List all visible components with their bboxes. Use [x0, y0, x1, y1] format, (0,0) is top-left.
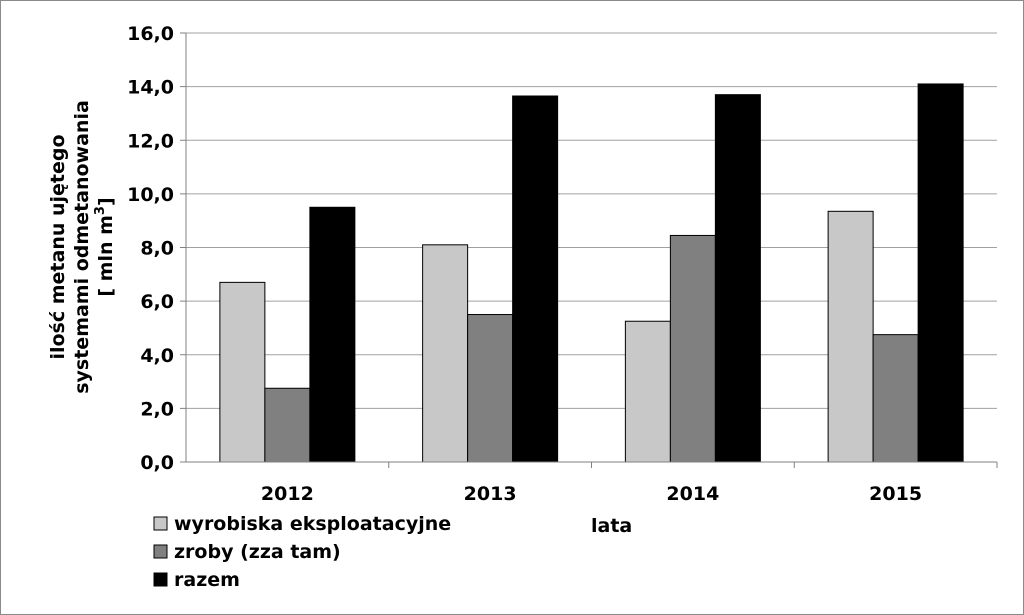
bar — [512, 95, 559, 463]
bar — [917, 83, 964, 463]
bar — [827, 210, 874, 463]
bar — [422, 244, 469, 463]
x-tick-label: 2014 — [666, 483, 719, 505]
bar — [669, 234, 716, 463]
legend-label: zroby (zza tam) — [174, 541, 341, 563]
bar — [872, 334, 919, 463]
y-axis-title-unit-close: ] — [95, 197, 117, 206]
y-axis-title: ilość metanu ujętego systemami odmetanow… — [47, 100, 117, 394]
legend-label: wyrobiska eksploatacyjne — [174, 513, 451, 535]
y-tick-label: 14,0 — [127, 77, 174, 99]
y-tick-labels: 0,0 2,0 4,0 6,0 8,0 10,0 12,0 14,0 16,0 — [127, 23, 174, 474]
y-axis-title-line2: systemami odmetanowania — [71, 100, 93, 394]
bar — [714, 94, 761, 463]
y-tick-label: 2,0 — [140, 398, 174, 420]
x-tick-labels: 2012 2013 2014 2015 — [261, 483, 922, 505]
bar — [219, 281, 266, 463]
y-tick-label: 0,0 — [140, 452, 174, 474]
legend-swatch — [153, 572, 168, 587]
legend-swatch — [153, 544, 168, 559]
y-axis-title-line3: [ mln m3] — [93, 197, 117, 296]
bar — [624, 320, 671, 463]
x-axis-title: lata — [591, 515, 632, 537]
bar — [467, 314, 514, 463]
bars — [219, 83, 964, 463]
y-tick-label: 10,0 — [127, 184, 174, 206]
y-tick-label: 6,0 — [140, 291, 174, 313]
y-axis-title-unit: [ mln m — [95, 215, 117, 297]
legend: wyrobiska eksploatacyjne zroby (zza tam) r… — [153, 513, 451, 591]
y-axis-title-unit-sup: 3 — [93, 206, 108, 215]
y-tick-label: 16,0 — [127, 23, 174, 45]
legend-label: razem — [174, 569, 240, 591]
x-tick-label: 2015 — [869, 483, 922, 505]
y-tick-label: 12,0 — [127, 130, 174, 152]
y-tick-label: 8,0 — [140, 238, 174, 260]
x-tick-label: 2013 — [464, 483, 517, 505]
y-axis-title-line1: ilość metanu ujętego — [47, 134, 69, 359]
y-tick-label: 4,0 — [140, 345, 174, 367]
legend-swatch — [153, 516, 168, 531]
bar — [264, 387, 311, 463]
bar — [309, 206, 356, 463]
axes — [180, 32, 998, 468]
x-tick-label: 2012 — [261, 483, 314, 505]
